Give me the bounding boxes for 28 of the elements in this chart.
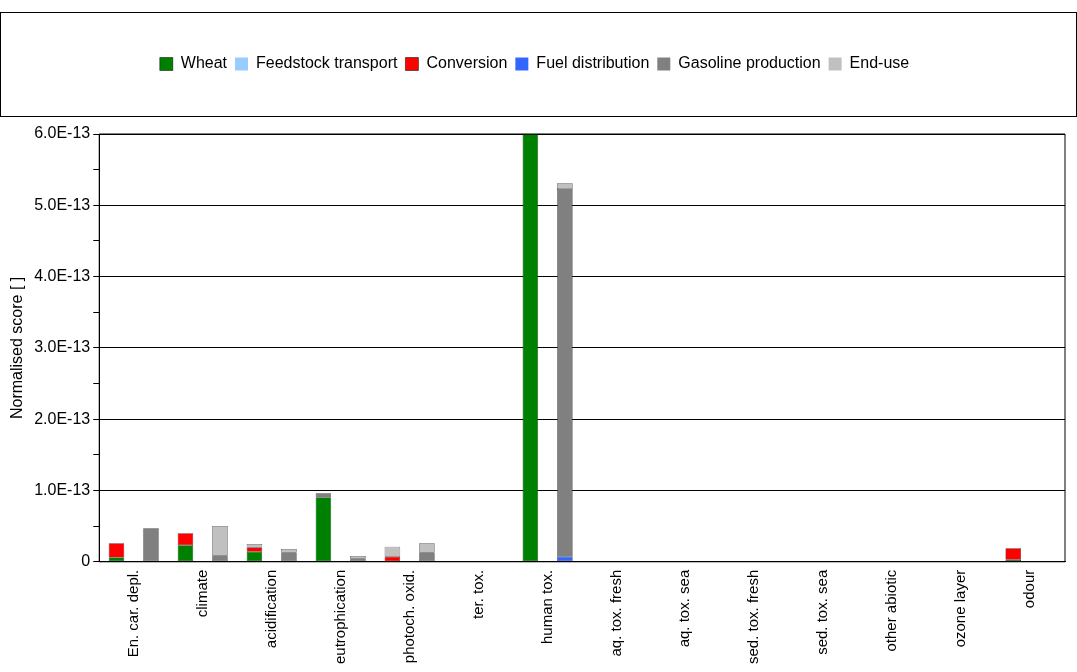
legend-label: Fuel distribution [536, 54, 650, 72]
legend-label: Conversion [426, 54, 508, 72]
x-tick-label: other abiotic [882, 569, 900, 652]
y-tick-label: 6.0E-13 [34, 124, 91, 142]
x-tick-label: acidification [261, 569, 279, 649]
legend-label: Feedstock transport [256, 54, 398, 72]
x-tick-label: photoch. oxid. [399, 569, 417, 664]
x-tick-label: climate [192, 569, 210, 618]
x-tick-label: odour [1020, 569, 1038, 609]
y-tick-label: 5.0E-13 [34, 195, 91, 213]
x-tick-label: eutrophication [330, 569, 348, 664]
y-tick-label: 3.0E-13 [34, 338, 91, 356]
x-tick-label: aq. tox. fresh [606, 569, 624, 657]
x-tick-label: ozone layer [951, 569, 969, 648]
y-tick-label: 1.0E-13 [34, 480, 91, 498]
x-tick-label: aq. tox. sea [675, 569, 693, 648]
x-tick-label: human tox. [537, 569, 555, 644]
legend-label: Gasoline production [678, 54, 821, 72]
y-tick-label: 0 [81, 552, 91, 570]
x-tick-label: sed. tox. sea [813, 569, 831, 655]
x-tick-label: ter. tox. [468, 569, 486, 619]
y-tick-label: 4.0E-13 [34, 267, 91, 284]
y-tick-label: 2.0E-13 [34, 409, 91, 427]
legend-label: End-use [849, 54, 910, 72]
y-axis-title: Normalised score [ ] [8, 276, 26, 420]
x-tick-label: sed. tox. fresh [744, 569, 762, 664]
legend-label: Wheat [180, 54, 228, 72]
x-tick-label: En. car. depl. [123, 569, 141, 658]
